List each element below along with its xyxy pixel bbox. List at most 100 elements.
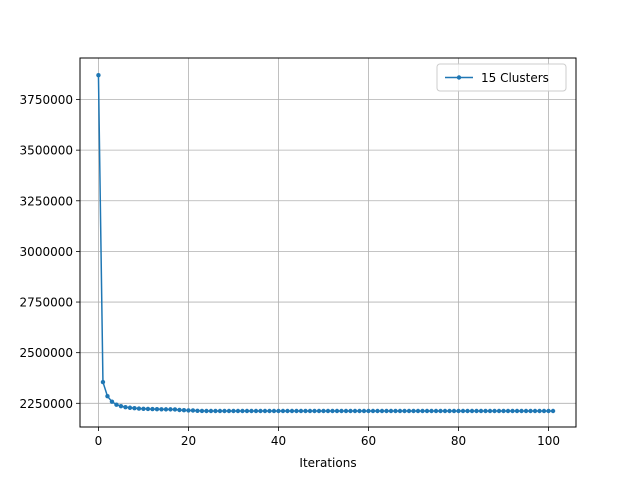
data-point bbox=[145, 406, 151, 412]
data-point bbox=[240, 408, 245, 414]
data-point bbox=[415, 408, 421, 414]
data-point bbox=[316, 408, 322, 414]
data-point bbox=[501, 408, 506, 414]
data-point bbox=[420, 408, 425, 414]
legend-box bbox=[436, 63, 567, 92]
data-point bbox=[249, 408, 254, 414]
data-point bbox=[303, 408, 308, 414]
data-point bbox=[150, 406, 155, 412]
data-point bbox=[253, 408, 259, 414]
data-point bbox=[433, 408, 439, 414]
data-point bbox=[492, 408, 497, 414]
y-tick-label: 3250000 bbox=[20, 194, 73, 208]
data-point bbox=[352, 408, 358, 414]
data-point bbox=[226, 408, 232, 414]
y-tick-label: 2250000 bbox=[20, 397, 73, 411]
data-point bbox=[267, 408, 272, 414]
x-tick-label: 0 bbox=[95, 434, 103, 448]
legend-label: 15 Clusters bbox=[481, 71, 549, 85]
data-point bbox=[424, 408, 430, 414]
data-point bbox=[136, 406, 142, 411]
data-point bbox=[105, 394, 110, 399]
data-point bbox=[123, 404, 128, 410]
data-point bbox=[159, 407, 164, 412]
data-point bbox=[546, 408, 551, 414]
data-point bbox=[442, 408, 448, 414]
data-point bbox=[127, 405, 133, 410]
data-point bbox=[208, 408, 214, 414]
data-point bbox=[429, 408, 434, 414]
data-point bbox=[510, 408, 515, 414]
data-point bbox=[496, 408, 502, 414]
data-point bbox=[285, 408, 290, 414]
data-point bbox=[186, 408, 191, 413]
data-point bbox=[298, 408, 304, 414]
data-point bbox=[96, 73, 101, 78]
data-point bbox=[537, 408, 542, 414]
y-tick-label: 2500000 bbox=[20, 346, 73, 360]
data-point bbox=[523, 408, 529, 414]
data-point bbox=[307, 408, 313, 414]
data-point bbox=[172, 407, 178, 412]
data-point bbox=[348, 408, 353, 414]
data-point bbox=[190, 408, 196, 413]
data-point bbox=[177, 407, 182, 413]
x-tick-label: 40 bbox=[271, 434, 286, 448]
data-point bbox=[478, 408, 484, 414]
data-point bbox=[465, 408, 470, 414]
data-point bbox=[532, 408, 538, 414]
data-point bbox=[447, 408, 452, 414]
data-point bbox=[456, 408, 461, 414]
data-point bbox=[141, 406, 146, 411]
y-tick-label: 3500000 bbox=[20, 144, 73, 158]
data-point bbox=[483, 408, 488, 414]
x-tick-label: 80 bbox=[451, 434, 466, 448]
data-point bbox=[213, 408, 218, 414]
data-point bbox=[321, 408, 326, 414]
data-point bbox=[370, 408, 376, 414]
data-point bbox=[528, 408, 533, 414]
y-tick-label: 3750000 bbox=[20, 93, 73, 107]
data-point bbox=[357, 408, 362, 414]
data-point bbox=[343, 408, 349, 414]
data-point bbox=[181, 407, 187, 413]
x-axis: 0 20 40 60 80 100 bbox=[95, 427, 560, 448]
data-point bbox=[384, 408, 389, 414]
data-point bbox=[388, 408, 394, 414]
data-point bbox=[438, 408, 443, 414]
data-point bbox=[114, 402, 119, 407]
series-line bbox=[97, 75, 554, 412]
x-tick-label: 60 bbox=[361, 434, 376, 448]
data-point bbox=[276, 408, 281, 414]
data-point bbox=[325, 408, 331, 414]
data-point bbox=[132, 405, 137, 411]
data-point bbox=[222, 408, 227, 414]
data-point bbox=[505, 408, 511, 414]
data-point bbox=[289, 408, 295, 414]
data-point bbox=[330, 408, 335, 414]
plot-area bbox=[79, 57, 577, 428]
x-tick-label: 100 bbox=[537, 434, 560, 448]
data-point bbox=[519, 408, 524, 414]
data-point bbox=[312, 408, 317, 414]
data-point bbox=[195, 408, 200, 413]
legend: 15 Clusters bbox=[436, 63, 567, 92]
data-point bbox=[411, 408, 416, 414]
legend-swatch-marker bbox=[456, 75, 462, 80]
data-point bbox=[397, 408, 403, 414]
data-point bbox=[469, 408, 475, 414]
data-point bbox=[541, 408, 547, 414]
data-point bbox=[375, 408, 380, 414]
data-point bbox=[361, 408, 367, 414]
data-point bbox=[402, 408, 407, 414]
data-point bbox=[451, 408, 457, 414]
grid-lines bbox=[80, 58, 576, 427]
data-point bbox=[258, 408, 263, 414]
data-point bbox=[550, 408, 556, 414]
x-axis-label: Iterations bbox=[299, 456, 356, 470]
data-point bbox=[406, 408, 412, 414]
data-point bbox=[163, 407, 169, 412]
data-point bbox=[154, 406, 160, 412]
y-axis: 2250000 2500000 2750000 3000000 3250000 35000… bbox=[20, 93, 80, 411]
